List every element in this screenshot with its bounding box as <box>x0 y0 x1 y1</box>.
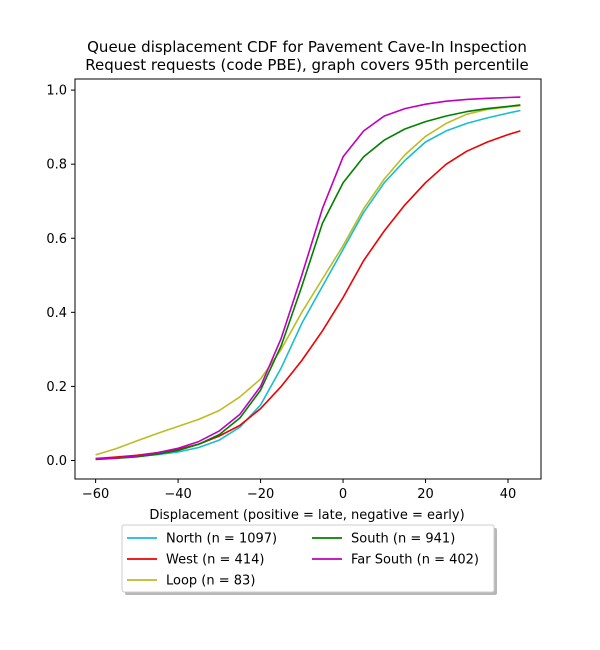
legend-entry: South (n = 941) <box>351 532 455 547</box>
series-line-1 <box>95 130 521 460</box>
legend-entry: Loop (n = 83) <box>166 574 255 589</box>
series-line-0 <box>95 109 521 460</box>
x-axis-label: Displacement (positive = late, negative … <box>149 508 464 523</box>
legend-entry: West (n = 414) <box>166 553 264 568</box>
legend: North (n = 1097) South (n = 941) West (n =… <box>121 524 497 595</box>
chart-title: Queue displacement CDF for Pavement Cave… <box>85 38 529 74</box>
y-tick-label: 0.6 <box>46 232 67 247</box>
chart-title-line: Request requests (code PBE), graph cover… <box>85 56 529 74</box>
y-tick-label: 1.0 <box>46 84 67 99</box>
plot-frame <box>74 78 542 480</box>
chart-title-line: Queue displacement CDF for Pavement Cave… <box>87 38 527 56</box>
x-tick-label: −60 <box>82 487 109 502</box>
series-line-2 <box>95 104 521 456</box>
y-tick-label: 0.8 <box>46 158 67 173</box>
x-axis: −60 −40 −20 0 20 40 <box>82 479 516 502</box>
y-tick-label: 0.0 <box>46 454 67 469</box>
plot-area <box>74 78 542 480</box>
legend-entry: North (n = 1097) <box>166 532 277 547</box>
x-tick-label: 20 <box>417 487 434 502</box>
legend-box <box>121 524 495 593</box>
y-tick-label: 0.4 <box>46 306 67 321</box>
series-line-3 <box>95 104 521 461</box>
x-tick-label: −20 <box>247 487 274 502</box>
x-tick-label: 0 <box>339 487 347 502</box>
x-tick-label: 40 <box>500 487 517 502</box>
series-line-4 <box>95 96 521 460</box>
y-tick-label: 0.2 <box>46 380 67 395</box>
x-tick-label: −40 <box>164 487 191 502</box>
y-axis: 0.0 0.2 0.4 0.6 0.8 1.0 <box>46 84 75 469</box>
legend-entry: Far South (n = 402) <box>351 553 479 568</box>
